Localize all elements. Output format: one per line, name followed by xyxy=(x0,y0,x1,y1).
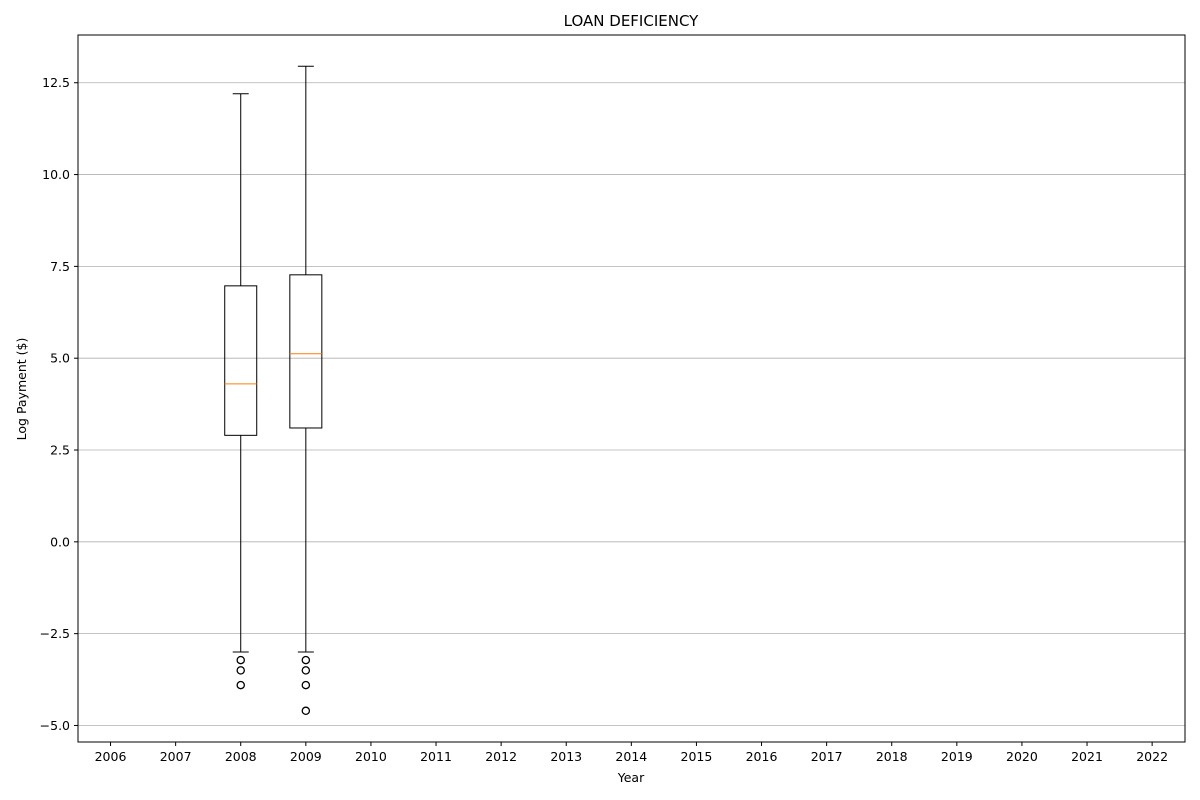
x-tick-label: 2017 xyxy=(811,749,843,764)
x-tick-label: 2008 xyxy=(225,749,257,764)
y-tick-label: −5.0 xyxy=(40,718,70,733)
outlier-point xyxy=(236,655,245,665)
outlier-point xyxy=(301,680,311,690)
y-tick-label: 2.5 xyxy=(50,443,70,458)
x-axis-ticks: 2006 2007 2008 2009 2010 2011 2012 2013 2014 2015… xyxy=(95,742,1168,764)
x-tick-label: 2016 xyxy=(746,749,778,764)
x-tick-label: 2015 xyxy=(681,749,713,764)
outlier-point xyxy=(301,706,311,716)
box-iqr xyxy=(289,274,323,429)
x-tick-label: 2006 xyxy=(95,749,127,764)
outlier-point xyxy=(236,666,245,675)
box-plot xyxy=(289,65,323,716)
box-plots xyxy=(224,65,323,716)
box-iqr xyxy=(224,285,258,436)
y-axis-label: Log Payment ($) xyxy=(14,338,29,441)
x-tick-label: 2021 xyxy=(1071,749,1103,764)
y-axis-ticks: −5.0 −2.5 0.0 2.5 5.0 7.5 10.0 12.5 xyxy=(40,75,78,733)
box-plot xyxy=(224,93,258,690)
y-tick-label: −2.5 xyxy=(40,626,70,641)
x-tick-label: 2013 xyxy=(550,749,582,764)
grid-lines xyxy=(78,82,1185,726)
y-tick-label: 10.0 xyxy=(42,167,70,182)
y-tick-label: 7.5 xyxy=(50,259,70,274)
x-tick-label: 2018 xyxy=(876,749,908,764)
y-tick-label: 12.5 xyxy=(42,75,70,90)
chart-title: LOAN DEFICIENCY xyxy=(564,12,700,30)
x-axis-label: Year xyxy=(617,770,645,785)
outlier-point xyxy=(301,666,311,675)
outlier-point xyxy=(236,680,245,690)
x-tick-label: 2007 xyxy=(160,749,192,764)
x-tick-label: 2012 xyxy=(485,749,517,764)
x-tick-label: 2014 xyxy=(615,749,647,764)
plot-frame xyxy=(77,34,1186,743)
y-tick-label: 5.0 xyxy=(50,351,70,366)
x-tick-label: 2010 xyxy=(355,749,387,764)
x-tick-label: 2022 xyxy=(1136,749,1168,764)
x-tick-label: 2009 xyxy=(290,749,322,764)
x-tick-label: 2020 xyxy=(1006,749,1038,764)
outlier-point xyxy=(301,655,311,665)
x-tick-label: 2019 xyxy=(941,749,973,764)
x-tick-label: 2011 xyxy=(420,749,452,764)
y-tick-label: 0.0 xyxy=(50,534,70,549)
